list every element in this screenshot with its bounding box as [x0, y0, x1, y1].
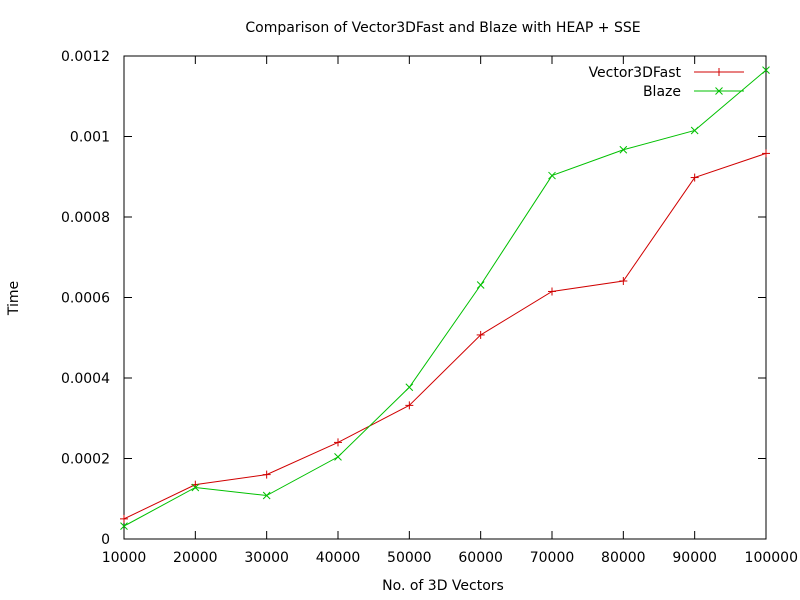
data-point-blaze: [405, 383, 414, 392]
y-axis-title: Time: [6, 281, 22, 316]
legend: Vector3DFast Blaze: [589, 65, 744, 100]
data-point-blaze: [334, 453, 342, 461]
y-tick-label: 0.001: [70, 130, 110, 146]
data-point-vector3dfast: [334, 438, 342, 447]
marker-stroke: [715, 87, 723, 95]
data-point-vector3dfast: [619, 276, 628, 285]
data-point-vector3dfast: [548, 287, 556, 296]
marker-stroke: [476, 281, 485, 289]
chart-title: Comparison of Vector3DFast and Blaze wit…: [245, 20, 640, 36]
y-tick-label: 0.0008: [61, 210, 110, 226]
marker-stroke: [334, 453, 342, 461]
data-point-vector3dfast: [762, 149, 770, 158]
x-tick-label: 20000: [173, 550, 218, 566]
x-tick-label: 60000: [458, 550, 503, 566]
x-tick-label: 40000: [316, 550, 361, 566]
data-point-blaze: [690, 126, 699, 135]
series-line-vector3dfast: [123, 152, 767, 520]
data-point-vector3dfast: [405, 401, 414, 410]
data-point-vector3dfast: [262, 470, 271, 479]
x-tick-label: 50000: [387, 550, 432, 566]
data-point-vector3dfast: [690, 173, 699, 182]
marker-stroke: [405, 383, 414, 392]
plot-frame: [123, 55, 767, 540]
data-point-blaze: [120, 522, 128, 530]
series-line-blaze: [123, 69, 767, 527]
marker-stroke: [120, 522, 128, 530]
x-tick-label: 70000: [530, 550, 575, 566]
legend-marker-vector3dfast: [715, 68, 723, 76]
series-layer: [120, 66, 770, 530]
x-tick-label: 90000: [672, 550, 717, 566]
data-point-vector3dfast: [120, 514, 128, 523]
x-axis-title: No. of 3D Vectors: [382, 578, 504, 594]
data-point-vector3dfast: [476, 330, 485, 339]
y-tick-label: 0.0006: [61, 291, 110, 307]
data-point-blaze: [476, 281, 485, 289]
legend-marker-blaze: [715, 87, 723, 95]
data-point-blaze: [619, 145, 628, 154]
data-point-blaze: [548, 171, 556, 180]
marker-stroke: [191, 483, 200, 492]
legend-label-blaze: Blaze: [643, 84, 681, 100]
legend-entry-vector3dfast: Vector3DFast: [589, 65, 744, 81]
y-axis: 0 0.0002 0.0004 0.0006 0.0008 0.001 0.0012: [61, 49, 766, 548]
legend-label-vector3dfast: Vector3DFast: [589, 65, 682, 81]
marker-stroke: [262, 491, 271, 500]
marker-stroke: [762, 66, 770, 74]
x-tick-label: 10000: [102, 550, 147, 566]
data-point-blaze: [191, 483, 200, 492]
data-point-blaze: [762, 66, 770, 74]
marker-stroke: [690, 126, 699, 135]
x-tick-label: 30000: [244, 550, 289, 566]
plot-area: [123, 55, 767, 540]
y-tick-label: 0.0002: [61, 452, 110, 468]
data-point-blaze: [262, 491, 271, 500]
legend-entry-blaze: Blaze: [643, 84, 744, 100]
y-tick-label: 0.0012: [61, 49, 110, 65]
y-tick-label: 0.0004: [61, 371, 110, 387]
marker-stroke: [619, 145, 628, 154]
marker-stroke: [548, 171, 556, 180]
x-tick-label: 80000: [601, 550, 646, 566]
series-blaze: [120, 66, 770, 530]
x-axis: 10000 20000 30000 40000 50000 60000 70000 80000…: [102, 56, 798, 566]
y-tick-label: 0: [101, 532, 110, 548]
x-tick-label: 100000: [745, 550, 798, 566]
